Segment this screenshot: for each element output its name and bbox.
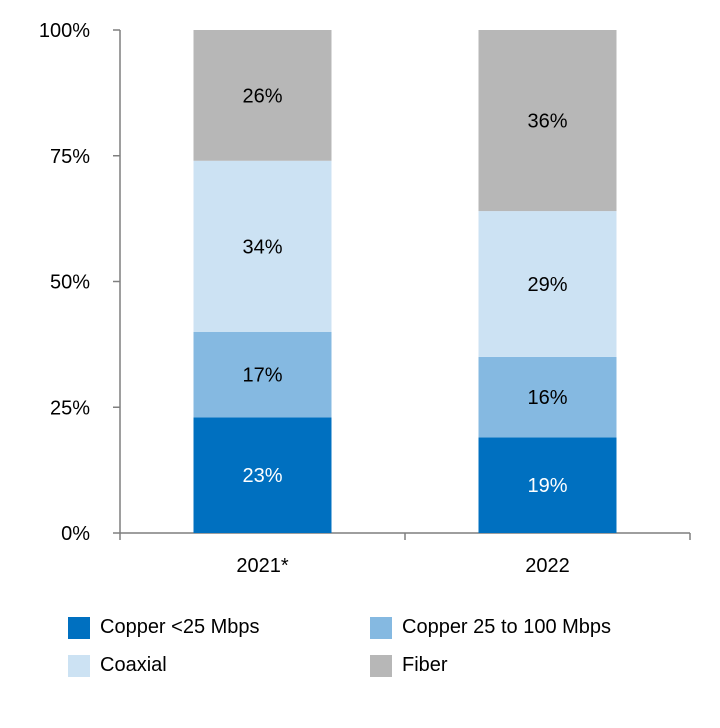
y-tick-label: 100% [39,20,90,42]
data-label: 16% [527,387,567,409]
y-axis: 0% 25% 50% 75% 100% [39,20,121,545]
data-label: 36% [527,111,567,133]
data-label: 17% [242,365,282,387]
stacked-bar-chart: 0% 25% 50% 75% 100% 2021* 2022 23% 17% 34% 26% 19… [39,20,691,577]
legend-label: Copper 25 to 100 Mbps [402,616,612,638]
data-label: 19% [527,475,567,497]
x-tick-label: 2021* [236,555,288,577]
legend-label: Fiber [402,654,448,676]
data-label: 29% [527,274,567,296]
legend-item-copper-lt25: Copper <25 Mbps [68,616,260,639]
legend-swatch [68,654,90,677]
bar-segment [193,30,332,161]
legend-label: Coaxial [100,654,167,676]
bar-segment [478,356,617,438]
y-tick-label: 0% [61,523,90,545]
y-tick-label: 25% [50,397,90,419]
legend-item-coaxial: Coaxial [68,654,167,677]
bar-segment [193,160,332,332]
legend-swatch [68,616,90,639]
y-tick-label: 75% [50,146,90,168]
legend-label: Copper <25 Mbps [100,616,260,638]
x-tick-label: 2022 [525,555,570,577]
bar-segment [193,331,332,418]
legend-item-fiber: Fiber [370,654,448,677]
data-label: 23% [242,465,282,487]
data-label: 26% [242,85,282,107]
x-axis: 2021* 2022 [119,532,691,577]
data-label: 34% [242,236,282,258]
bar-segment [478,437,617,533]
bar-segment [478,30,617,212]
legend-swatch [370,616,392,639]
bars: 23% 17% 34% 26% 19% 16% 29% 36% [193,30,617,533]
y-tick-label: 50% [50,272,90,294]
legend-swatch [370,654,392,677]
legend-item-copper-25-100: Copper 25 to 100 Mbps [370,616,611,639]
bar-segment [193,417,332,533]
bar-segment [478,211,617,357]
